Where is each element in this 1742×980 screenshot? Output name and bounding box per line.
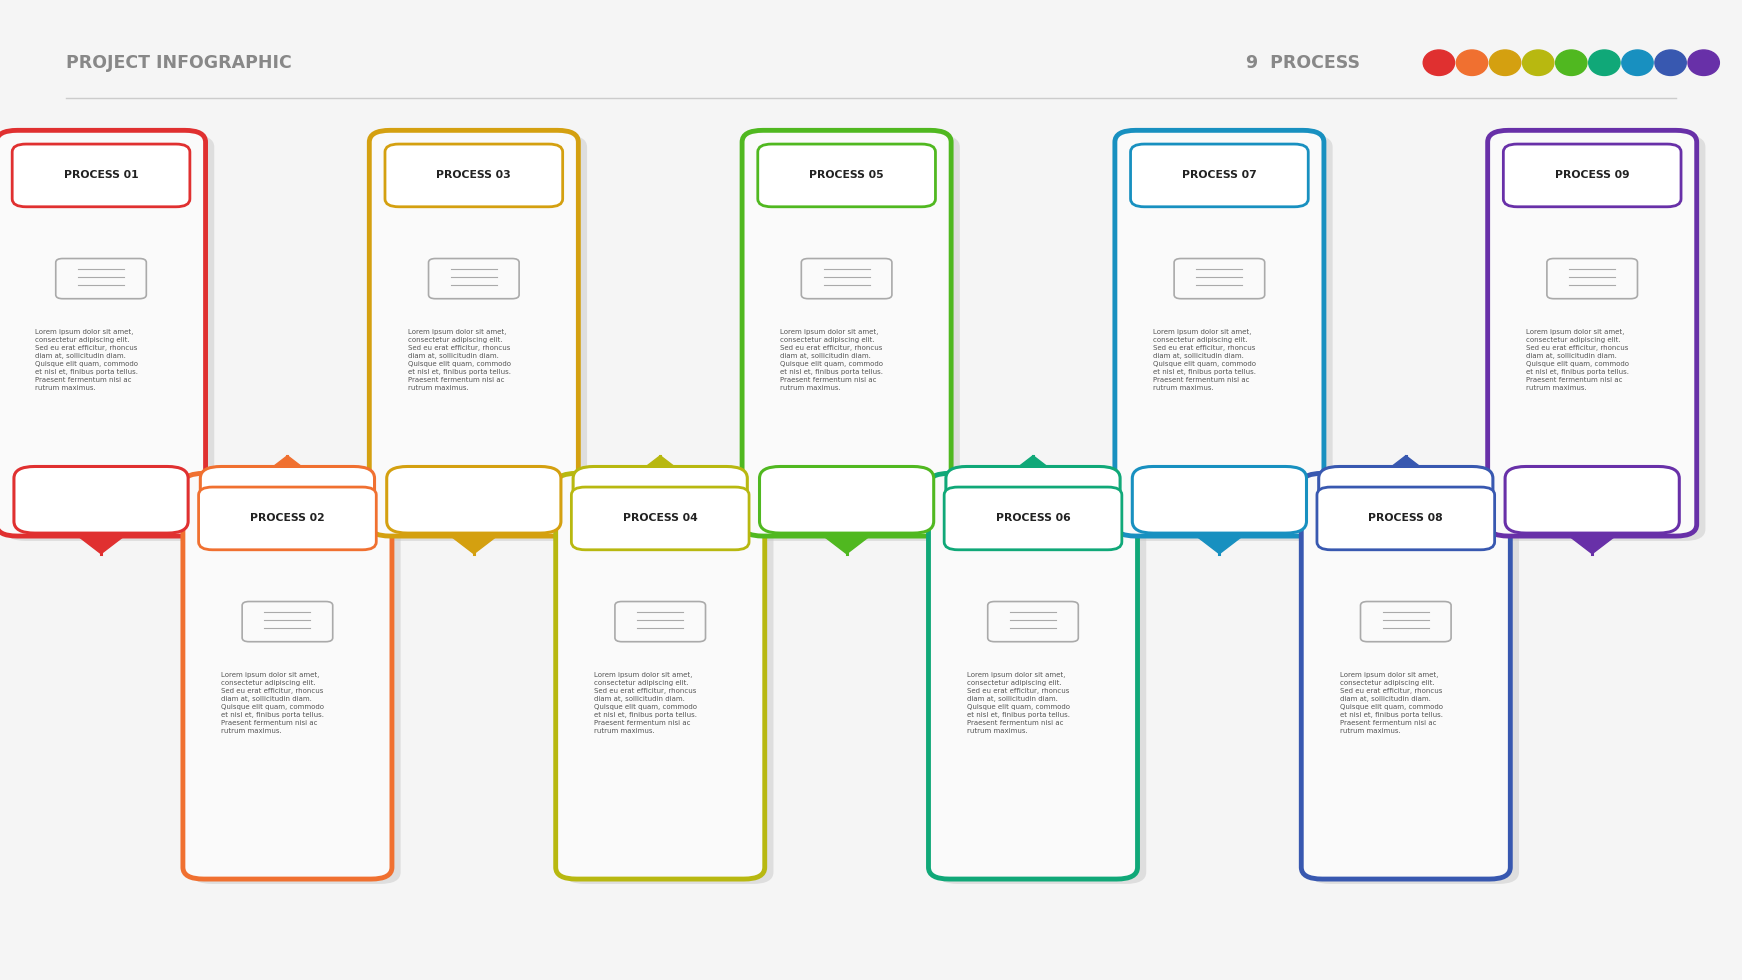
FancyBboxPatch shape [944,487,1122,550]
FancyBboxPatch shape [5,135,214,541]
FancyBboxPatch shape [1496,135,1705,541]
Ellipse shape [1556,50,1587,75]
Text: PROCESS 03: PROCESS 03 [437,171,510,180]
Ellipse shape [1622,50,1653,75]
FancyBboxPatch shape [12,144,190,207]
Polygon shape [63,524,139,554]
FancyBboxPatch shape [1132,466,1306,533]
FancyBboxPatch shape [928,473,1138,879]
Text: Lorem ipsum dolor sit amet,
consectetur adipiscing elit.
Sed eu erat efficitur, : Lorem ipsum dolor sit amet, consectetur … [1153,329,1256,391]
Text: PROCESS 05: PROCESS 05 [810,171,883,180]
FancyBboxPatch shape [1124,135,1333,541]
Text: Lorem ipsum dolor sit amet,
consectetur adipiscing elit.
Sed eu erat efficitur, : Lorem ipsum dolor sit amet, consectetur … [408,329,510,391]
Text: Lorem ipsum dolor sit amet,
consectetur adipiscing elit.
Sed eu erat efficitur, : Lorem ipsum dolor sit amet, consectetur … [780,329,883,391]
Text: PROCESS 04: PROCESS 04 [624,514,697,523]
Polygon shape [1367,456,1444,485]
Text: PROCESS 06: PROCESS 06 [996,514,1070,523]
Text: Lorem ipsum dolor sit amet,
consectetur adipiscing elit.
Sed eu erat efficitur, : Lorem ipsum dolor sit amet, consectetur … [35,329,138,391]
FancyBboxPatch shape [564,478,773,884]
FancyBboxPatch shape [387,466,561,533]
FancyBboxPatch shape [1503,144,1681,207]
FancyBboxPatch shape [760,466,934,533]
Text: PROCESS 09: PROCESS 09 [1556,171,1629,180]
Ellipse shape [1523,50,1554,75]
FancyBboxPatch shape [937,478,1146,884]
Text: Lorem ipsum dolor sit amet,
consectetur adipiscing elit.
Sed eu erat efficitur, : Lorem ipsum dolor sit amet, consectetur … [1526,329,1629,391]
Polygon shape [622,456,699,485]
FancyBboxPatch shape [0,130,206,536]
Text: PROCESS 02: PROCESS 02 [251,514,324,523]
Ellipse shape [1423,50,1455,75]
Text: PROCESS 08: PROCESS 08 [1369,514,1442,523]
Text: PROCESS 01: PROCESS 01 [64,171,138,180]
FancyBboxPatch shape [199,487,376,550]
FancyBboxPatch shape [946,466,1120,533]
Ellipse shape [1589,50,1620,75]
Polygon shape [1181,524,1258,554]
Text: 9  PROCESS: 9 PROCESS [1246,54,1359,72]
FancyBboxPatch shape [742,130,951,536]
Ellipse shape [1489,50,1521,75]
FancyBboxPatch shape [1317,487,1495,550]
FancyBboxPatch shape [1319,466,1493,533]
Polygon shape [1554,524,1631,554]
Ellipse shape [1456,50,1488,75]
FancyBboxPatch shape [1301,473,1510,879]
Polygon shape [249,456,326,485]
FancyBboxPatch shape [1115,130,1324,536]
FancyBboxPatch shape [556,473,765,879]
Polygon shape [995,456,1071,485]
Text: PROJECT INFOGRAPHIC: PROJECT INFOGRAPHIC [66,54,293,72]
Text: Lorem ipsum dolor sit amet,
consectetur adipiscing elit.
Sed eu erat efficitur, : Lorem ipsum dolor sit amet, consectetur … [967,672,1070,734]
Text: Lorem ipsum dolor sit amet,
consectetur adipiscing elit.
Sed eu erat efficitur, : Lorem ipsum dolor sit amet, consectetur … [1340,672,1442,734]
FancyBboxPatch shape [758,144,935,207]
Text: Lorem ipsum dolor sit amet,
consectetur adipiscing elit.
Sed eu erat efficitur, : Lorem ipsum dolor sit amet, consectetur … [221,672,324,734]
Text: Lorem ipsum dolor sit amet,
consectetur adipiscing elit.
Sed eu erat efficitur, : Lorem ipsum dolor sit amet, consectetur … [594,672,697,734]
FancyBboxPatch shape [14,466,188,533]
FancyBboxPatch shape [369,130,578,536]
FancyBboxPatch shape [1488,130,1697,536]
Polygon shape [808,524,885,554]
FancyBboxPatch shape [192,478,401,884]
Ellipse shape [1655,50,1686,75]
FancyBboxPatch shape [385,144,563,207]
FancyBboxPatch shape [183,473,392,879]
FancyBboxPatch shape [573,466,747,533]
FancyBboxPatch shape [378,135,587,541]
FancyBboxPatch shape [1131,144,1308,207]
Text: PROCESS 07: PROCESS 07 [1183,171,1256,180]
FancyBboxPatch shape [200,466,375,533]
Polygon shape [436,524,512,554]
FancyBboxPatch shape [1505,466,1679,533]
FancyBboxPatch shape [1310,478,1519,884]
Ellipse shape [1688,50,1719,75]
FancyBboxPatch shape [571,487,749,550]
FancyBboxPatch shape [751,135,960,541]
